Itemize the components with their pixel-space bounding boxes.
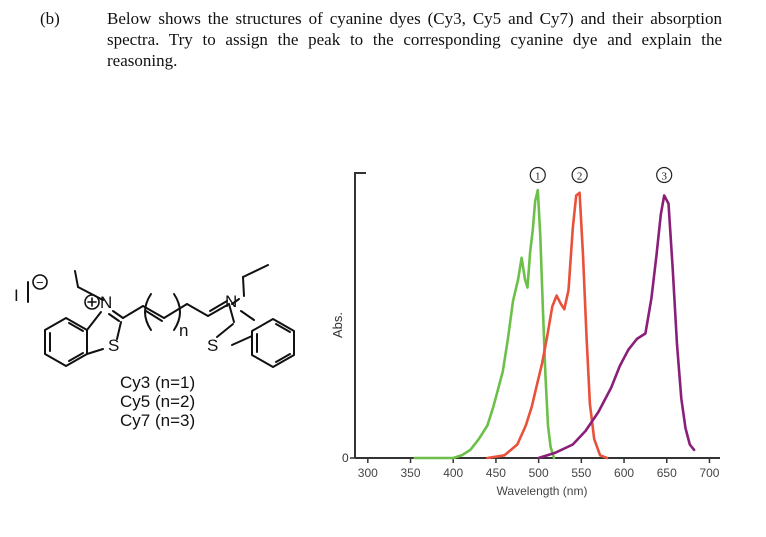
question-label: (b): [40, 9, 60, 28]
x-tick-label: 350: [401, 466, 421, 480]
series-line-1: [413, 188, 556, 460]
dye-legend: Cy3 (n=1) Cy5 (n=2) Cy7 (n=3): [120, 373, 195, 430]
peak-marker-label: 2: [577, 171, 583, 183]
x-tick-label: 600: [614, 466, 634, 480]
x-tick-label: 550: [571, 466, 591, 480]
x-tick-label: 700: [699, 466, 719, 480]
axes: [354, 172, 720, 459]
x-tick-label: 450: [486, 466, 506, 480]
y-zero-label: 0: [342, 451, 349, 465]
peak-marker-circle: [656, 166, 673, 184]
iodide-label: I: [14, 286, 19, 305]
subscript-n-label: n: [179, 321, 188, 340]
peak-marker-label: 3: [661, 171, 667, 183]
x-tick-label: 500: [529, 466, 549, 480]
peak-marker-label: 1: [535, 171, 541, 183]
dye-cy7: Cy7 (n=3): [120, 411, 196, 430]
question-text: Below shows the structures of cyanine dy…: [107, 9, 722, 70]
series-group: [413, 188, 696, 460]
peak-markers: 1 2 3: [529, 166, 673, 184]
x-tick-label: 400: [443, 466, 463, 480]
series-line-2: [486, 191, 609, 460]
s-right-label: S: [207, 336, 218, 355]
dye-cy3: Cy3 (n=1): [120, 373, 196, 392]
n-right-label: N: [225, 292, 237, 311]
x-tick-label: 650: [657, 466, 677, 480]
y-axis-label: Abs.: [330, 312, 345, 338]
series-line-3: [537, 194, 696, 460]
x-axis-label: Wavelength (nm): [497, 484, 588, 498]
y-axis: [354, 172, 366, 458]
x-ticks: 300 350 400 450 500 550 600 650 700: [358, 458, 720, 480]
charge-label: −: [36, 275, 44, 290]
cyanine-structure: I − N S n S N: [14, 264, 295, 368]
x-tick-label: 300: [358, 466, 378, 480]
absorption-chart: 0 Abs. 300 350 400 450 500 550 600 650 700 Wavel…: [330, 166, 720, 498]
s-left-label: S: [108, 336, 119, 355]
peak-marker-circle: [571, 166, 588, 184]
peak-marker-circle: [529, 166, 546, 184]
dye-cy5: Cy5 (n=2): [120, 392, 196, 411]
n-plus-label: N: [100, 293, 112, 312]
